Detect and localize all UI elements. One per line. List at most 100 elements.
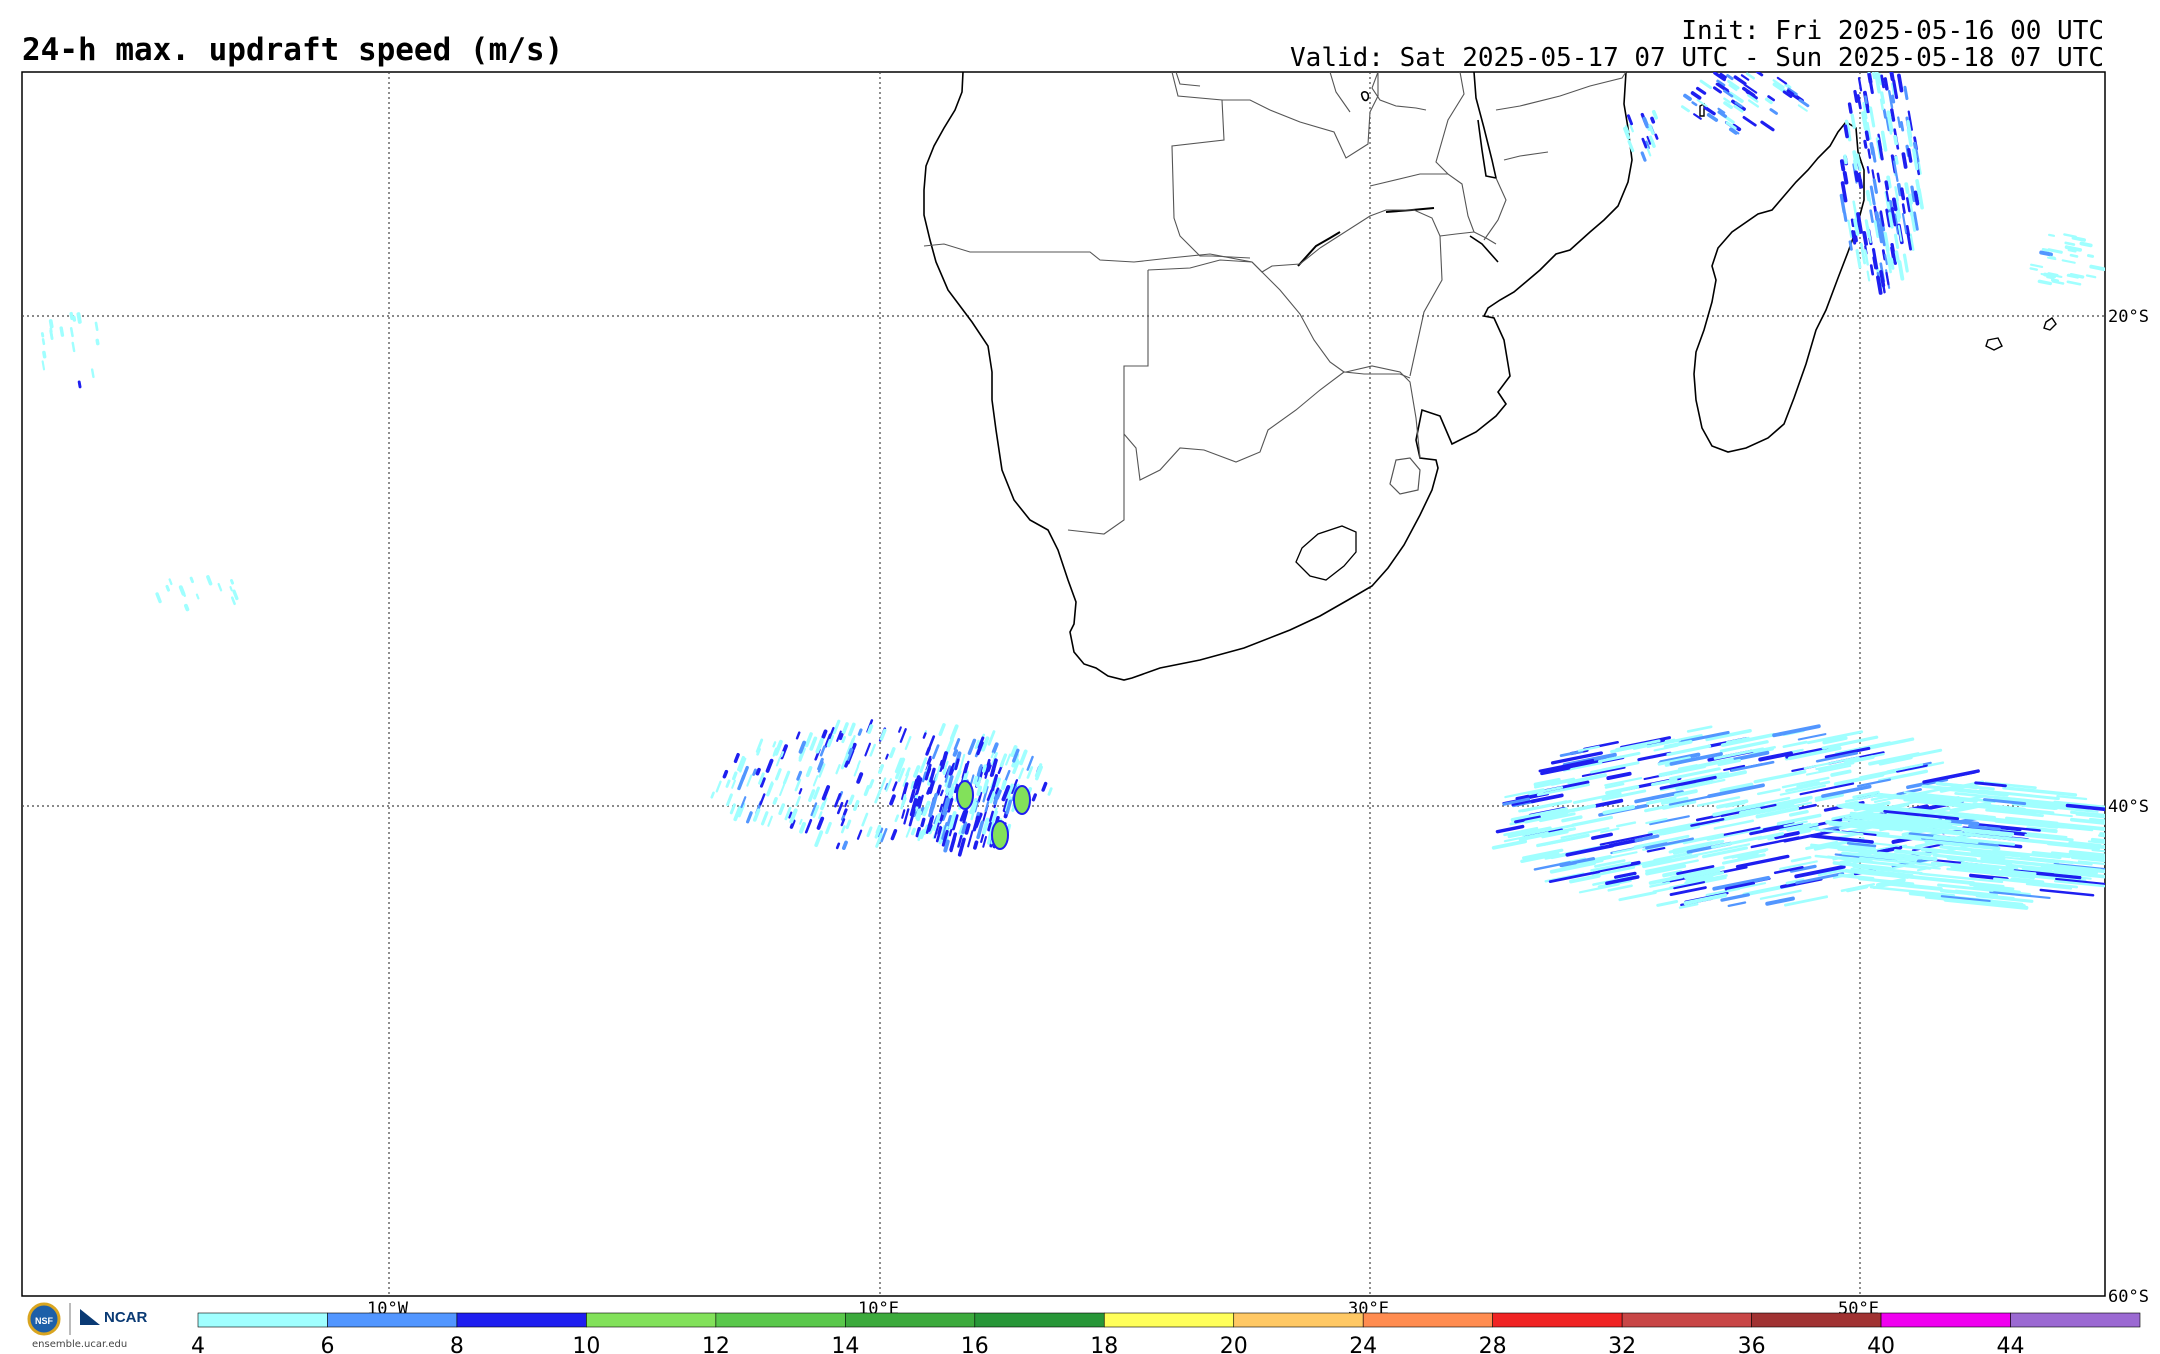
updraft-streak xyxy=(1544,853,1569,860)
updraft-streak xyxy=(943,767,947,776)
updraft-streak xyxy=(1733,104,1744,113)
colorbar-swatch xyxy=(1751,1312,1882,1328)
updraft-streak xyxy=(1634,834,1660,843)
updraft-streak xyxy=(825,821,832,835)
updraft-streak xyxy=(922,732,927,739)
updraft-streak xyxy=(2069,253,2079,258)
updraft-streak xyxy=(1901,152,1908,169)
updraft-streak xyxy=(1685,871,1725,882)
updraft-streak xyxy=(1604,782,1625,789)
updraft-streak xyxy=(976,741,984,756)
updraft-streak xyxy=(1852,200,1859,223)
updraft-streak xyxy=(1645,837,1694,850)
updraft-streak xyxy=(1662,800,1697,810)
updraft-streak xyxy=(1885,271,1890,286)
updraft-streak xyxy=(1757,832,1785,841)
updraft-streak xyxy=(2068,850,2105,858)
colorbar-tick-label: 28 xyxy=(1479,1334,1507,1354)
updraft-streak xyxy=(990,752,995,759)
updraft-streak xyxy=(1954,889,1999,897)
updraft-streak xyxy=(2046,275,2055,280)
updraft-streak xyxy=(1653,851,1693,863)
updraft-streak xyxy=(1721,853,1766,865)
updraft-streak xyxy=(954,758,960,771)
updraft-streak xyxy=(1877,851,1938,862)
updraft-streak xyxy=(984,800,990,813)
updraft-streak xyxy=(982,835,988,848)
updraft-streak xyxy=(1682,868,1713,879)
updraft-streak xyxy=(1788,809,1809,817)
updraft-streak xyxy=(884,782,889,790)
updraft-streak xyxy=(1642,853,1699,869)
updraft-streak xyxy=(1602,804,1636,815)
colorbar-swatch xyxy=(456,1312,587,1328)
updraft-streak xyxy=(1883,231,1890,252)
updraft-streak xyxy=(1901,203,1906,214)
updraft-streak xyxy=(981,817,990,835)
updraft-streak xyxy=(1886,110,1894,133)
updraft-streak xyxy=(1491,839,1528,850)
updraft-streak xyxy=(1952,831,2036,843)
updraft-streak xyxy=(1932,853,1977,861)
updraft-streak xyxy=(1880,130,1888,152)
updraft-streak xyxy=(1756,788,1781,796)
updraft-streak xyxy=(901,809,906,819)
updraft-streak xyxy=(993,794,999,806)
updraft-streak xyxy=(41,360,46,371)
updraft-streak xyxy=(899,728,907,743)
updraft-streak xyxy=(1885,116,1891,132)
updraft-streak xyxy=(1779,860,1818,870)
updraft-streak xyxy=(1859,829,1890,836)
africa-coastline xyxy=(923,72,1633,681)
updraft-streak xyxy=(2047,233,2056,237)
colorbar-tick-label: 24 xyxy=(1349,1334,1377,1354)
updraft-streak xyxy=(949,837,956,853)
updraft-streak xyxy=(1649,815,1690,826)
updraft-streak xyxy=(798,740,807,754)
mauritius xyxy=(2043,317,2057,331)
updraft-streak xyxy=(959,810,967,822)
updraft-streak xyxy=(1590,763,1629,774)
updraft-streak xyxy=(2023,802,2089,813)
updraft-streak xyxy=(1646,135,1652,145)
colorbar-swatch xyxy=(327,1312,458,1328)
updraft-streak xyxy=(2024,833,2074,842)
updraft-streak xyxy=(902,772,910,787)
updraft-streak xyxy=(1528,786,1564,796)
updraft-streak xyxy=(1562,762,1603,772)
updraft-streak xyxy=(864,742,872,757)
updraft-streak xyxy=(964,760,970,774)
updraft-streak xyxy=(928,735,936,749)
updraft-streak xyxy=(1019,749,1028,766)
updraft-streak xyxy=(1720,893,1750,902)
updraft-streak xyxy=(1884,180,1890,191)
updraft-streak xyxy=(1879,98,1885,111)
updraft-streak xyxy=(1866,270,1871,282)
updraft-streak xyxy=(1789,864,1817,873)
updraft-streak xyxy=(2030,263,2044,269)
updraft-streak xyxy=(1649,881,1671,888)
updraft-streak xyxy=(1649,135,1655,145)
updraft-streak xyxy=(1869,264,1875,276)
updraft-streak xyxy=(1960,861,2019,871)
updraft-streak xyxy=(195,593,200,600)
updraft-streak xyxy=(2070,817,2105,825)
updraft-streak xyxy=(1896,199,1902,219)
updraft-streak xyxy=(1646,739,1682,749)
colorbar-swatch xyxy=(1233,1312,1364,1328)
updraft-streak xyxy=(1010,779,1019,794)
updraft-streak xyxy=(1658,764,1707,778)
updraft-streak xyxy=(1776,813,1822,826)
updraft-streak xyxy=(1666,744,1712,757)
updraft-streak xyxy=(1731,128,1740,135)
updraft-streak xyxy=(1530,793,1564,804)
updraft-streak xyxy=(948,811,957,830)
updraft-streak xyxy=(71,341,76,353)
updraft-streak xyxy=(889,794,896,806)
updraft-streak xyxy=(2102,844,2105,848)
updraft-streak xyxy=(1734,796,1791,811)
updraft-streak xyxy=(1893,818,1953,828)
colorbar-swatch xyxy=(1621,1312,1752,1328)
map-frame xyxy=(21,71,2106,1297)
updraft-streak xyxy=(990,774,999,792)
